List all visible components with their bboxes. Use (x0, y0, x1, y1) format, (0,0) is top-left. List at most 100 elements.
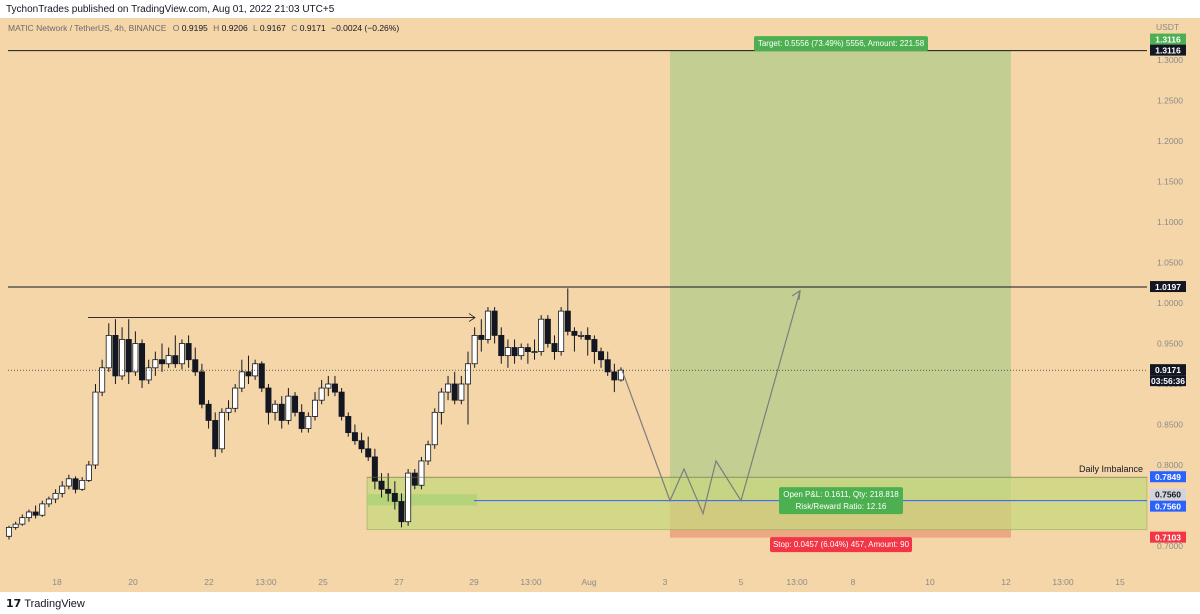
candle[interactable] (524, 343, 531, 364)
candle[interactable] (132, 331, 139, 376)
stop-label[interactable]: Stop: 0.0457 (6.04%) 457, Amount: 90 (770, 537, 912, 553)
candle[interactable] (458, 375, 465, 405)
candle[interactable] (85, 460, 92, 483)
candle[interactable] (272, 400, 279, 421)
candle[interactable] (298, 404, 305, 433)
open-pnl-label[interactable]: Open P&L: 0.1611, Qty: 218.818 Risk/Rewar… (779, 487, 903, 515)
candle[interactable] (351, 424, 358, 445)
candle[interactable] (119, 327, 126, 380)
candle[interactable] (6, 525, 12, 540)
candle[interactable] (544, 315, 551, 348)
profit-zone[interactable] (670, 50, 1011, 501)
candle[interactable] (152, 351, 159, 376)
candle[interactable] (531, 339, 538, 360)
candle[interactable] (92, 384, 99, 470)
daily-imbalance-zone[interactable] (366, 476, 1148, 531)
candle[interactable] (292, 392, 299, 417)
candle[interactable] (591, 335, 598, 364)
candle[interactable] (484, 307, 491, 344)
candle[interactable] (445, 375, 452, 401)
candle[interactable] (331, 375, 338, 397)
candle[interactable] (464, 351, 471, 425)
candle[interactable] (518, 343, 525, 360)
candle[interactable] (564, 288, 571, 336)
candle[interactable] (278, 396, 285, 429)
candle[interactable] (265, 384, 272, 425)
target-label[interactable]: Target: 0.5556 (73.49%) 5556, Amount: 22… (754, 36, 928, 52)
candle[interactable] (491, 307, 498, 344)
time-axis[interactable]: 18 20 22 13:00 25 27 29 13:00 Aug 3 5 13:00 8 10 12 13:… (52, 577, 1125, 587)
candle[interactable] (604, 351, 611, 376)
candle[interactable] (99, 359, 106, 397)
candle[interactable] (504, 339, 511, 368)
candle[interactable] (45, 496, 52, 508)
candle[interactable] (578, 331, 585, 340)
candle[interactable] (12, 521, 19, 530)
candle[interactable] (558, 307, 565, 356)
candle[interactable] (205, 400, 212, 429)
candle[interactable] (498, 327, 505, 364)
candle[interactable] (478, 319, 485, 352)
candle[interactable] (398, 493, 405, 528)
candle[interactable] (79, 477, 86, 491)
candle[interactable] (178, 339, 185, 370)
candle[interactable] (325, 375, 332, 397)
candle[interactable] (538, 315, 545, 356)
candle[interactable] (32, 505, 39, 519)
candle[interactable] (418, 456, 425, 490)
candle[interactable] (471, 327, 478, 368)
candle[interactable] (225, 400, 232, 421)
candle[interactable] (165, 347, 172, 368)
candle[interactable] (218, 408, 225, 453)
candle[interactable] (318, 379, 325, 405)
candle[interactable] (39, 500, 46, 517)
candle[interactable] (192, 347, 199, 376)
candle[interactable] (139, 339, 146, 389)
candle[interactable] (212, 412, 219, 457)
candle[interactable] (311, 392, 318, 421)
candle[interactable] (105, 323, 112, 372)
candle[interactable] (59, 481, 66, 498)
candle[interactable] (158, 343, 165, 372)
candle[interactable] (411, 469, 418, 490)
candle[interactable] (338, 388, 345, 421)
projection-path[interactable] (621, 290, 801, 516)
candle[interactable] (431, 408, 438, 449)
candle[interactable] (305, 412, 312, 433)
candle[interactable] (185, 335, 192, 368)
candle[interactable] (438, 388, 445, 425)
candle[interactable] (172, 335, 179, 368)
candle[interactable] (198, 363, 205, 409)
candle[interactable] (112, 319, 119, 384)
candle[interactable] (52, 489, 59, 504)
candle[interactable] (252, 359, 259, 380)
candle[interactable] (598, 347, 605, 368)
candle[interactable] (245, 355, 252, 384)
candle[interactable] (358, 432, 365, 453)
candle[interactable] (65, 474, 72, 490)
tradingview-logo[interactable]: 17 TradingView (6, 597, 85, 610)
candle[interactable] (425, 440, 432, 465)
candle[interactable] (232, 384, 239, 413)
candle[interactable] (571, 327, 578, 352)
candle[interactable] (285, 388, 292, 425)
candle[interactable] (258, 361, 265, 393)
candle[interactable] (511, 339, 518, 364)
candle[interactable] (345, 412, 352, 437)
candle[interactable] (25, 509, 32, 522)
candle[interactable] (365, 436, 372, 461)
candle[interactable] (391, 481, 398, 510)
price-chart[interactable]: MATIC Network / TetherUS, 4h, BINANCE O … (0, 18, 1200, 592)
candle[interactable] (385, 473, 392, 502)
candle[interactable] (371, 448, 378, 490)
candle[interactable] (19, 514, 26, 526)
candle[interactable] (405, 469, 412, 526)
candle[interactable] (551, 335, 558, 360)
candle[interactable] (238, 359, 245, 393)
candle[interactable] (451, 371, 458, 405)
candle[interactable] (125, 319, 132, 384)
candle[interactable] (72, 476, 79, 494)
candle[interactable] (584, 327, 591, 356)
candle[interactable] (145, 359, 152, 384)
candle[interactable] (611, 363, 618, 393)
